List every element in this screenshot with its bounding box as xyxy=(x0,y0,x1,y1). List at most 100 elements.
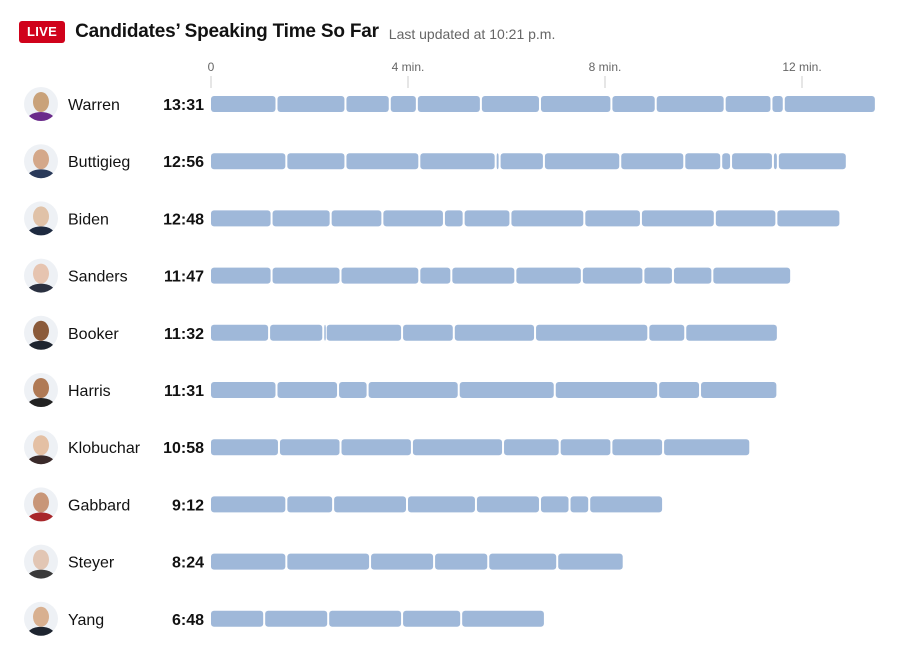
speaking-segment xyxy=(777,210,840,227)
candidate-row: Steyer 8:24 xyxy=(24,544,623,579)
x-tick-label: 0 xyxy=(208,60,215,74)
speaking-time-label: 11:32 xyxy=(164,326,204,343)
speaking-segment xyxy=(641,210,714,227)
speaking-segment xyxy=(368,382,458,398)
speaking-segment xyxy=(659,382,700,398)
speaking-segment xyxy=(279,439,340,456)
speaking-segment xyxy=(570,496,589,513)
speaking-segment xyxy=(211,153,286,170)
candidate-name: Gabbard xyxy=(68,497,130,514)
avatar xyxy=(24,201,58,236)
candidate-name: Klobuchar xyxy=(68,440,141,457)
speaking-segment xyxy=(500,153,543,170)
candidate-name: Yang xyxy=(68,612,104,629)
speaking-segment xyxy=(536,324,648,341)
candidate-row: Booker 11:32 xyxy=(24,315,777,350)
candidate-row: Sanders 11:47 xyxy=(24,258,791,293)
speaking-segment xyxy=(590,496,663,513)
speaking-segment xyxy=(612,439,663,456)
avatar xyxy=(24,315,58,350)
speaking-segment xyxy=(722,153,731,170)
speaking-time-label: 13:31 xyxy=(163,97,204,114)
speaking-segment xyxy=(277,96,345,112)
speaking-segment xyxy=(621,153,684,170)
speaking-segment xyxy=(544,153,620,170)
speaking-segment xyxy=(346,96,389,112)
candidate-row: Warren 13:31 xyxy=(24,87,875,121)
candidate-name: Warren xyxy=(68,97,120,114)
speaking-segment xyxy=(511,210,584,227)
speaking-segment xyxy=(555,382,658,398)
chart-title: Candidates’ Speaking Time So Far xyxy=(75,21,379,42)
speaking-segment xyxy=(701,382,777,398)
speaking-segment xyxy=(504,439,559,456)
x-axis: 0 4 min. 8 min. 12 min. xyxy=(208,60,822,88)
speaking-segment xyxy=(452,267,515,284)
speaking-time-label: 10:58 xyxy=(163,440,204,457)
speaking-segment xyxy=(211,210,271,227)
speaking-segment xyxy=(211,96,276,112)
x-tick-label: 12 min. xyxy=(782,60,821,74)
avatar xyxy=(24,373,58,407)
speaking-segment xyxy=(582,267,643,284)
speaking-segment xyxy=(272,210,330,227)
speaking-segment xyxy=(390,96,416,112)
candidate-name: Harris xyxy=(68,383,111,400)
speaking-segment xyxy=(715,210,776,227)
speaking-segment xyxy=(287,496,333,513)
speaking-segment xyxy=(211,610,264,627)
speaking-segment xyxy=(664,439,750,456)
speaking-segment xyxy=(341,439,411,456)
speaking-segment xyxy=(558,553,623,570)
speaking-segment xyxy=(732,153,772,170)
speaking-segment xyxy=(211,439,278,456)
speaking-segment xyxy=(784,96,875,112)
candidate-row: Gabbard 9:12 xyxy=(24,487,663,522)
candidate-row: Biden 12:48 xyxy=(24,201,840,236)
speaking-segment xyxy=(778,153,846,170)
speaking-time-label: 12:48 xyxy=(163,211,204,228)
candidate-row: Harris 11:31 xyxy=(24,373,777,407)
speaking-segment xyxy=(287,153,345,170)
speaking-segment xyxy=(331,210,382,227)
speaking-segment xyxy=(644,267,672,284)
candidate-name: Buttigieg xyxy=(68,154,130,171)
speaking-segment xyxy=(346,153,419,170)
speaking-segment xyxy=(481,96,539,112)
speaking-segment xyxy=(211,496,286,513)
chart-header: LIVE Candidates’ Speaking Time So Far La… xyxy=(19,20,555,44)
x-tick-label: 8 min. xyxy=(589,60,622,74)
speaking-segment xyxy=(713,267,791,284)
speaking-time-label: 9:12 xyxy=(172,497,204,514)
speaking-segment xyxy=(464,210,510,227)
speaking-segment xyxy=(334,496,406,513)
speaking-time-label: 6:48 xyxy=(172,612,204,629)
speaking-segment xyxy=(612,96,655,112)
speaking-segment xyxy=(420,153,495,170)
speaking-segment xyxy=(371,553,434,570)
speaking-segment xyxy=(403,324,453,341)
candidate-name: Steyer xyxy=(68,555,115,572)
candidate-name: Sanders xyxy=(68,269,128,286)
speaking-time-label: 8:24 xyxy=(172,555,204,572)
candidate-row: Klobuchar 10:58 xyxy=(24,430,750,465)
avatar xyxy=(24,87,58,121)
avatar xyxy=(24,144,58,179)
speaking-segment xyxy=(444,210,463,227)
speaking-segment xyxy=(459,382,554,398)
avatar xyxy=(24,601,58,636)
speaking-segment xyxy=(725,96,771,112)
speaking-segment xyxy=(673,267,712,284)
speaking-segment xyxy=(272,267,340,284)
live-badge: LIVE xyxy=(19,21,66,43)
speaking-segment xyxy=(287,553,370,570)
speaking-segment xyxy=(454,324,535,341)
speaking-segment xyxy=(496,153,499,170)
speaking-segment xyxy=(324,324,326,341)
speaking-segment xyxy=(686,324,777,341)
avatar xyxy=(24,430,58,465)
speaking-segment xyxy=(489,553,557,570)
speaking-segment xyxy=(417,96,480,112)
x-tick-label: 4 min. xyxy=(392,60,425,74)
